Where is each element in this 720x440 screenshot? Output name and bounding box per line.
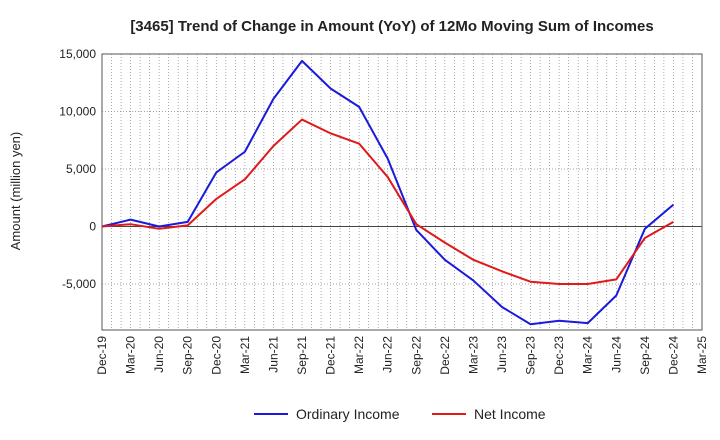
x-tick-label: Jun-23 [495,336,509,373]
y-tick-label: -5,000 [62,277,96,291]
series-line-ordinary-income [101,59,675,326]
plot-area: -5,000 0 5,000 10,000 15,000 Dec-19 Mar-20 Jun-… [59,47,709,375]
x-tick-label: Sep-21 [295,336,309,375]
x-tick-label: Mar-24 [581,336,595,374]
x-tick-label: Mar-21 [238,336,252,374]
y-tick-label: 10,000 [59,105,96,119]
x-tick-label: Jun-21 [266,336,280,373]
x-tick-label: Mar-22 [352,336,366,374]
y-axis-label: Amount (million yen) [8,132,23,251]
x-tick-label: Sep-22 [409,336,423,375]
x-tick-label: Dec-19 [95,336,109,375]
plot-frame [101,53,703,331]
x-tick-label: Jun-20 [152,336,166,373]
x-tick-label: Dec-21 [324,336,338,375]
series-line-net-income [101,118,674,285]
x-tick-label: Jun-22 [381,336,395,373]
legend-label: Net Income [474,406,546,422]
x-tick-label: Mar-23 [466,336,480,374]
x-tick-label: Jun-24 [609,336,623,373]
y-tick-label: 0 [89,220,96,234]
x-tick-label: Sep-20 [181,336,195,375]
legend-label: Ordinary Income [296,406,400,422]
x-tick-label: Mar-25 [695,336,709,374]
x-tick-label: Sep-23 [524,336,538,375]
x-tick-label: Mar-20 [124,336,138,374]
x-tick-label: Dec-20 [209,336,223,375]
chart-title: [3465] Trend of Change in Amount (YoY) o… [130,18,653,35]
x-tick-label: Dec-22 [438,336,452,375]
legend: Ordinary Income Net Income [254,406,546,422]
y-tick-label: 5,000 [66,162,96,176]
x-tick-label: Dec-23 [552,336,566,375]
y-tick-label: 15,000 [59,47,96,61]
x-tick-label: Sep-24 [638,336,652,375]
x-tick-label: Dec-24 [666,336,680,375]
